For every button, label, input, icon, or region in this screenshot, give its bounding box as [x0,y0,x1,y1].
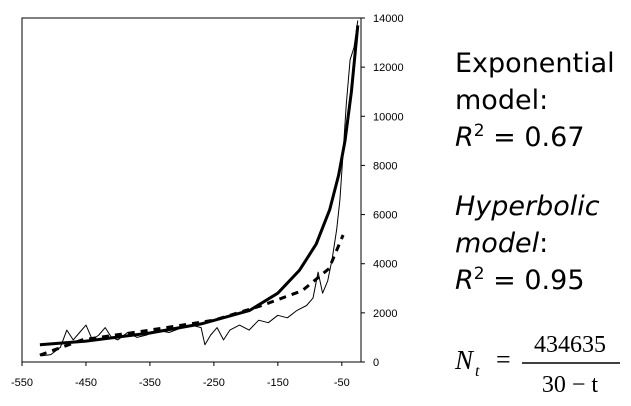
y-tick-label: 12000 [373,62,404,74]
annotation: model: [455,85,548,116]
formula-denominator: 30 − t [542,372,599,398]
y-tick-label: 10000 [373,111,404,123]
y-tick-label: 4000 [373,259,397,271]
x-tick-label: -450 [75,377,97,389]
y-tick-label: 2000 [373,308,397,320]
series-line [41,20,359,357]
x-tick-label: -250 [203,377,225,389]
y-tick-label: 14000 [373,13,404,25]
r-value: = 0.67 [485,122,585,153]
y-tick-label: 0 [373,357,379,369]
annotation: R2 = 0.95 [455,264,585,296]
formula-eq: = [496,345,511,374]
x-tick-label: -50 [334,377,350,389]
series-line [39,25,360,347]
series-line [39,234,345,357]
r-value: = 0.95 [485,265,585,296]
annotation: Exponential [455,48,615,79]
plot-frame [21,17,362,363]
r-sup: 2 [474,264,485,284]
colon: : [539,228,548,259]
r-symbol: R [455,265,474,296]
x-tick-label: -350 [139,377,161,389]
x-tick-label: -550 [11,377,33,389]
y-tick-label: 8000 [373,160,397,172]
x-tick-label: -150 [267,377,289,389]
annotation: R2 = 0.67 [455,121,585,153]
y-tick-label: 6000 [373,210,397,222]
r-symbol: R [455,122,474,153]
r-sup: 2 [474,121,485,141]
formula-numerator: 434635 [534,332,606,358]
formula-lhs: N [454,345,475,375]
annotation: model: [455,228,548,259]
annotation: Hyperbolic [455,191,600,222]
model-word: model [455,228,540,259]
formula-sub: t [475,363,480,380]
